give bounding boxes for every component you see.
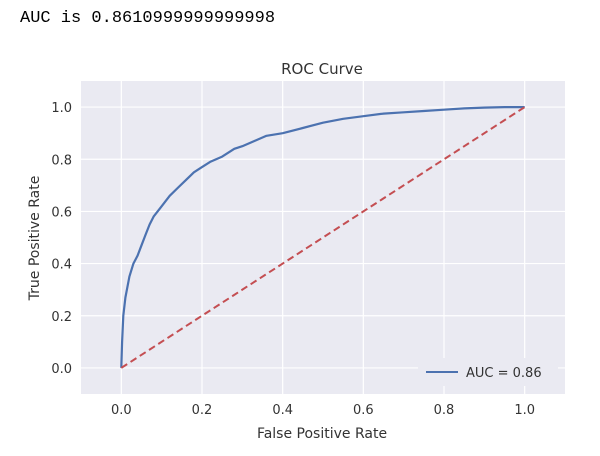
- x-tick-label: 0.4: [272, 403, 293, 418]
- chart-title: ROC Curve: [281, 60, 363, 78]
- y-tick-label: 0.8: [51, 153, 72, 168]
- x-tick-label: 0.6: [353, 403, 374, 418]
- x-axis-label: False Positive Rate: [257, 426, 387, 442]
- y-tick-label: 0.4: [51, 258, 72, 273]
- y-tick-label: 0.0: [51, 362, 72, 377]
- series-lines: [120, 105, 526, 369]
- x-tick-label: 0.2: [192, 403, 213, 418]
- x-tick-label: 0.8: [434, 403, 455, 418]
- auc-output-text: AUC is 0.8610999999999998: [20, 9, 276, 28]
- legend: AUC = 0.86: [418, 358, 558, 386]
- y-axis-label: True Positive Rate: [27, 176, 43, 302]
- x-tick-label: 0.0: [111, 403, 132, 418]
- roc-curve-line: [120, 105, 525, 368]
- chance-diagonal-line: [120, 106, 526, 369]
- legend-label: AUC = 0.86: [466, 366, 542, 381]
- y-tick-labels: 0.0 0.2 0.4 0.6 0.8 1.0: [51, 101, 72, 377]
- x-tick-labels: 0.0 0.2 0.4 0.6 0.8 1.0: [111, 403, 535, 418]
- x-tick-label: 1.0: [514, 403, 535, 418]
- y-tick-label: 1.0: [51, 101, 72, 116]
- y-tick-label: 0.2: [51, 310, 72, 325]
- y-tick-label: 0.6: [51, 205, 72, 220]
